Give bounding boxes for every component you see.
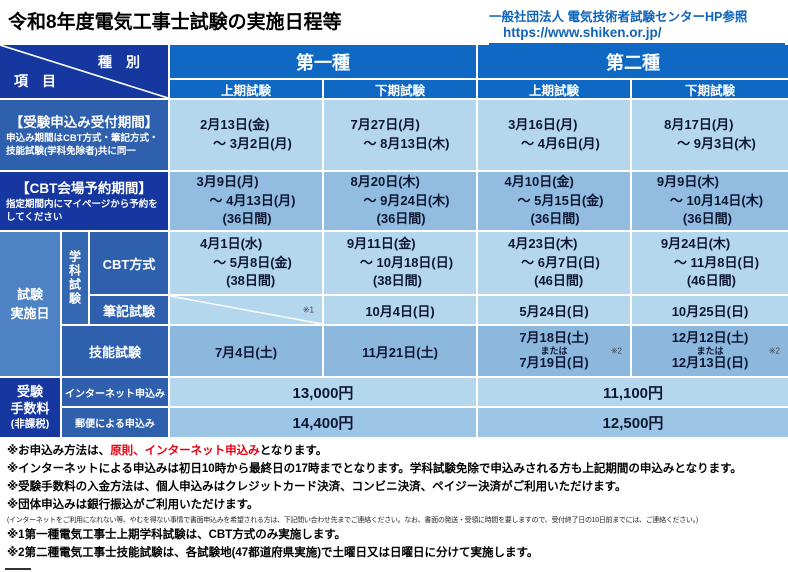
- internet-application-label: インターネット申込み: [62, 378, 168, 406]
- cbt-c2-late: 9月24日(木) ～ 11月8日(日) (46日間): [632, 232, 788, 294]
- cbt-c1-early: 4月1日(水) ～ 5月8日(金) (38日間): [170, 232, 322, 294]
- skill-exam-label: 技能試験: [62, 326, 168, 376]
- application-c1-late: 7月27日(月) ～ 8月13日(木): [324, 100, 476, 170]
- class2-header: 第二種: [478, 45, 788, 78]
- class1-header: 第一種: [170, 45, 476, 78]
- note-red-emphasis: 原則、インターネット申込み: [110, 445, 260, 457]
- cbt-c1-late: 9月11日(金) ～ 10月18日(日) (38日間): [324, 232, 476, 294]
- written-c2-late: 10月25日(日): [632, 296, 788, 324]
- note1-marker: ※1: [302, 305, 314, 315]
- note-2-skill-days: ※2第二種電気工事士技能試験は、各試験地(47都道府県実施)で土曜日又は日曜日に…: [7, 547, 539, 560]
- application-c1-early: 2月13日(金) ～ 3月2日(月): [170, 100, 322, 170]
- schedule-table: 種 別 項 目 第一種 第二種 上期試験 下期試験 上期試験 下期試験 【受験申…: [0, 45, 788, 437]
- fees-tax-note: (非課税): [10, 417, 50, 430]
- cbt-reservation-label: 【CBT会場予約期間】 指定期間内にマイページから予約をしてください: [0, 172, 168, 230]
- page-header: 令和8年度電気工事士試験の実施日程等 一般社団法人 電気技術者試験センターHP参…: [0, 0, 788, 46]
- application-period-note: 申込み期間はCBT方式・筆記方式・技能試験(学科免除者)共に同一: [6, 133, 159, 157]
- note2-marker: ※2: [610, 346, 622, 356]
- note-paper-application: (インターネットをご利用になれない等、やむを得ない事情で書面申込みを希望される方…: [7, 516, 698, 524]
- internet-fee-class2: 11,100円: [478, 378, 788, 406]
- site-url: https://www.shiken.or.jp/: [503, 25, 662, 40]
- diagonal-line: [0, 45, 168, 98]
- cbt-reservation-title: 【CBT会場予約期間】: [16, 181, 152, 197]
- footnotes: ※お申込み方法は、原則、インターネット申込みとなります。 ※インターネットによる…: [7, 443, 783, 563]
- reservation-c1-early: 3月9日(月) ～ 4月13日(月) (36日間): [170, 172, 322, 230]
- application-c2-late: 8月17日(月) ～ 9月3日(木): [632, 100, 788, 170]
- written-c2-early: 5月24日(日): [478, 296, 630, 324]
- skill-date-1: 12月12日(土): [671, 329, 749, 345]
- or-text: または: [696, 345, 724, 356]
- mail-application-label: 郵便による申込み: [62, 408, 168, 437]
- class2-late-header: 下期試験: [632, 80, 788, 98]
- page-title: 令和8年度電気工事士試験の実施日程等: [8, 12, 342, 33]
- skill-c1-early: 7月4日(土): [170, 326, 322, 376]
- gakka-exam-label: 学科試験: [62, 232, 88, 324]
- footer-mark: [5, 568, 31, 570]
- class1-early-header: 上期試験: [170, 80, 322, 98]
- reservation-c1-late: 8月20日(木) ～ 9月24日(木) (36日間): [324, 172, 476, 230]
- org-name: 一般社団法人 電気技術者試験センターHP参照: [489, 10, 748, 24]
- skill-c1-late: 11月21日(土): [324, 326, 476, 376]
- type-label: 種 別: [98, 54, 140, 70]
- written-c1-early-empty: ※1: [170, 296, 322, 324]
- mail-fee-class1: 14,400円: [170, 408, 476, 437]
- cbt-method-label: CBT方式: [90, 232, 168, 294]
- skill-date-1: 7月18日(土): [519, 329, 589, 345]
- class1-late-header: 下期試験: [324, 80, 476, 98]
- written-c1-late: 10月4日(日): [324, 296, 476, 324]
- fees-label: 受験 手数料 (非課税): [0, 378, 60, 437]
- note-internet-hours: ※インターネットによる申込みは初日10時から最終日の17時までとなります。学科試…: [7, 462, 742, 475]
- exam-day-label: 試験 実施日: [0, 232, 60, 376]
- note2-marker: ※2: [768, 346, 780, 356]
- skill-c2-early: 7月18日(土) または 7月19日(日) ※2: [478, 326, 630, 376]
- cbt-reservation-note: 指定期間内にマイページから予約をしてください: [6, 199, 158, 223]
- item-label: 項 目: [14, 73, 56, 89]
- reservation-c2-early: 4月10日(金) ～ 5月15日(金) (36日間): [478, 172, 630, 230]
- skill-date-2: 7月19日(日): [519, 355, 589, 371]
- application-c2-early: 3月16日(月) ～ 4月6日(月): [478, 100, 630, 170]
- cbt-c2-early: 4月23日(木) ～ 6月7日(日) (46日間): [478, 232, 630, 294]
- internet-fee-class1: 13,000円: [170, 378, 476, 406]
- note-payment-methods: ※受験手数料の入金方法は、個人申込みはクレジットカード決済、コンビニ決済、ペイジ…: [7, 480, 627, 493]
- application-period-label: 【受験申込み受付期間】 申込み期間はCBT方式・筆記方式・技能試験(学科免除者)…: [0, 100, 168, 170]
- skill-c2-late: 12月12日(土) または 12月13日(日) ※2: [632, 326, 788, 376]
- reservation-c2-late: 9月9日(木) ～ 10月14日(木) (36日間): [632, 172, 788, 230]
- note-1-cbt-only: ※1第一種電気工事士上期学科試験は、CBT方式のみ実施します。: [7, 529, 347, 542]
- skill-date-2: 12月13日(日): [671, 355, 749, 371]
- corner-cell: 種 別 項 目: [0, 45, 168, 98]
- mail-fee-class2: 12,500円: [478, 408, 788, 437]
- hp-reference: 一般社団法人 電気技術者試験センターHP参照 https://www.shike…: [489, 6, 785, 46]
- application-period-title: 【受験申込み受付期間】: [9, 115, 159, 131]
- class2-early-header: 上期試験: [478, 80, 630, 98]
- diagonal-line: [170, 296, 322, 324]
- note-group-application: ※団体申込みは銀行振込がご利用いただけます。: [7, 498, 259, 511]
- written-exam-label: 筆記試験: [90, 296, 168, 324]
- note-application-method: ※お申込み方法は、原則、インターネット申込みとなります。: [7, 445, 328, 457]
- fees-title: 受験 手数料: [10, 383, 50, 416]
- or-text: または: [540, 345, 568, 356]
